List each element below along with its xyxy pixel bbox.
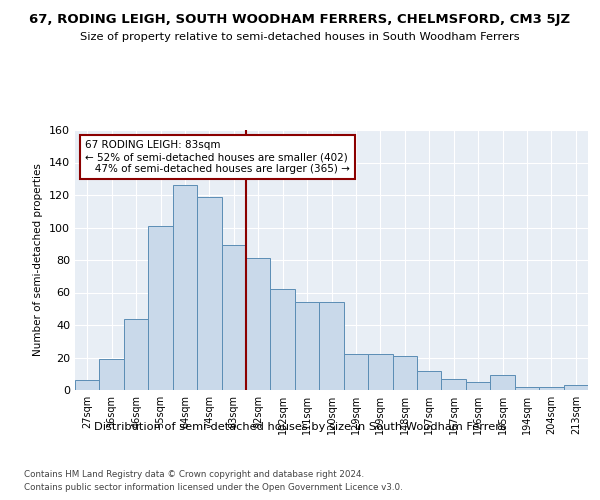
Bar: [100, 359, 124, 390]
Bar: [515, 387, 539, 390]
Bar: [148, 226, 173, 390]
Bar: [221, 246, 246, 390]
Bar: [417, 370, 442, 390]
Bar: [466, 382, 490, 390]
Bar: [368, 354, 392, 390]
Bar: [539, 387, 563, 390]
Bar: [173, 185, 197, 390]
Text: 67, RODING LEIGH, SOUTH WOODHAM FERRERS, CHELMSFORD, CM3 5JZ: 67, RODING LEIGH, SOUTH WOODHAM FERRERS,…: [29, 12, 571, 26]
Bar: [271, 289, 295, 390]
Text: Contains HM Land Registry data © Crown copyright and database right 2024.: Contains HM Land Registry data © Crown c…: [24, 470, 364, 479]
Bar: [124, 318, 148, 390]
Bar: [490, 376, 515, 390]
Text: Size of property relative to semi-detached houses in South Woodham Ferrers: Size of property relative to semi-detach…: [80, 32, 520, 42]
Bar: [75, 380, 100, 390]
Bar: [392, 356, 417, 390]
Text: Distribution of semi-detached houses by size in South Woodham Ferrers: Distribution of semi-detached houses by …: [94, 422, 506, 432]
Bar: [442, 378, 466, 390]
Bar: [246, 258, 271, 390]
Bar: [295, 302, 319, 390]
Bar: [563, 385, 588, 390]
Text: 67 RODING LEIGH: 83sqm
← 52% of semi-detached houses are smaller (402)
   47% of: 67 RODING LEIGH: 83sqm ← 52% of semi-det…: [85, 140, 350, 173]
Bar: [319, 302, 344, 390]
Bar: [197, 196, 221, 390]
Bar: [344, 354, 368, 390]
Y-axis label: Number of semi-detached properties: Number of semi-detached properties: [34, 164, 43, 356]
Text: Contains public sector information licensed under the Open Government Licence v3: Contains public sector information licen…: [24, 482, 403, 492]
